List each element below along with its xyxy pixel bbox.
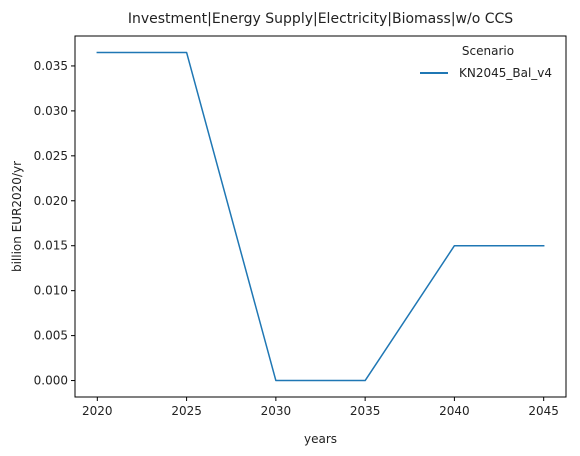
y-tick-label: 0.025 bbox=[34, 149, 68, 163]
x-tick-label: 2025 bbox=[171, 404, 202, 418]
y-axis-label: billion EUR2020/yr bbox=[10, 161, 24, 272]
y-tick-label: 0.030 bbox=[34, 104, 68, 118]
y-tick-label: 0.005 bbox=[34, 329, 68, 343]
plot-area-frame bbox=[74, 35, 567, 398]
x-tick-label: 2040 bbox=[439, 404, 470, 418]
y-axis-ticks: 0.000 0.005 0.010 0.015 0.020 0.025 0.030 0.035 bbox=[34, 59, 75, 388]
x-tick-label: 2035 bbox=[350, 404, 381, 418]
x-tick-label: 2020 bbox=[82, 404, 113, 418]
y-tick-label: 0.020 bbox=[34, 194, 68, 208]
legend-series-label: KN2045_Bal_v4 bbox=[459, 66, 552, 80]
y-tick-label: 0.010 bbox=[34, 284, 68, 298]
y-tick-label: 0.000 bbox=[34, 374, 68, 388]
y-tick-label: 0.015 bbox=[34, 239, 68, 253]
legend: Scenario KN2045_Bal_v4 bbox=[420, 44, 552, 80]
x-axis-ticks: 2020 2025 2030 2035 2040 2045 bbox=[82, 397, 559, 418]
x-tick-label: 2045 bbox=[528, 404, 559, 418]
y-tick-label: 0.035 bbox=[34, 59, 68, 73]
x-tick-label: 2030 bbox=[261, 404, 292, 418]
legend-title: Scenario bbox=[462, 44, 514, 58]
series-layer bbox=[96, 51, 545, 382]
x-axis-label: years bbox=[304, 432, 337, 446]
series-line bbox=[96, 51, 545, 382]
chart-title: Investment|Energy Supply|Electricity|Bio… bbox=[128, 11, 513, 27]
